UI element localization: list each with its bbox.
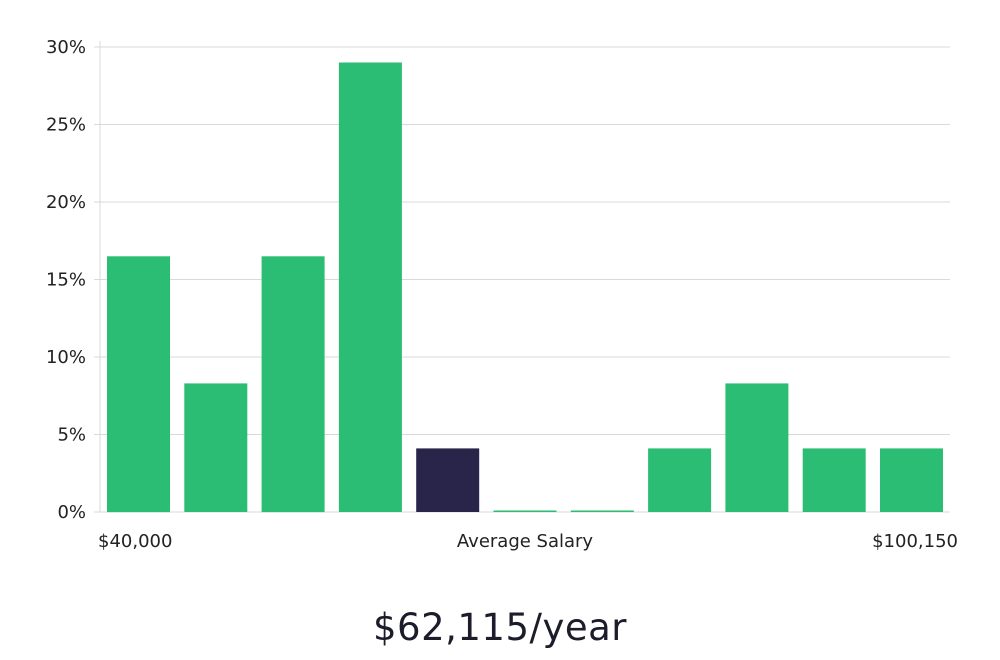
- y-tick-label: 0%: [57, 502, 86, 523]
- salary-histogram: 0% 5% 10% 15% 20% 25% 30% $40,000 Average Sala…: [46, 37, 958, 552]
- x-max-label: $100,150: [872, 531, 958, 552]
- bar: [493, 510, 557, 512]
- bar: [725, 383, 789, 512]
- bars: [107, 62, 943, 513]
- x-axis-title: Average Salary: [457, 531, 594, 552]
- y-tick-label: 30%: [46, 37, 86, 58]
- average-salary-value: $62,115/year: [372, 606, 627, 649]
- y-tick-label: 10%: [46, 347, 86, 368]
- bar: [338, 62, 402, 512]
- bar: [880, 448, 943, 512]
- bar-highlighted: [416, 448, 480, 512]
- y-tick-label: 25%: [46, 115, 86, 136]
- bar: [648, 448, 712, 512]
- chart-svg: 0% 5% 10% 15% 20% 25% 30% $40,000 Average Sala…: [46, 37, 958, 552]
- y-tick-label: 20%: [46, 192, 86, 213]
- y-tick-label: 15%: [46, 270, 86, 291]
- bar: [107, 256, 170, 513]
- bar: [802, 448, 866, 512]
- bar: [261, 256, 325, 513]
- y-tick-label: 5%: [57, 425, 86, 446]
- bar: [570, 510, 634, 512]
- y-tick-labels: 0% 5% 10% 15% 20% 25% 30%: [46, 37, 86, 523]
- x-min-label: $40,000: [98, 531, 172, 552]
- bar: [184, 383, 248, 512]
